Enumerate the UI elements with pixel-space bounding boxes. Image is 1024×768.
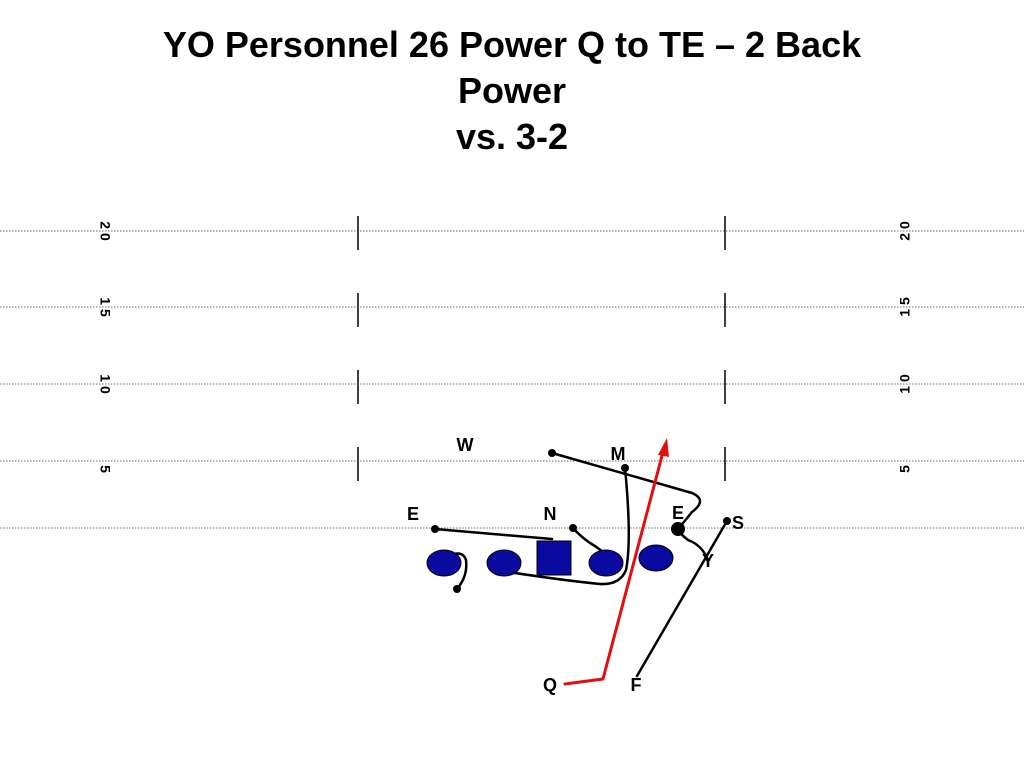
- blocking-lines: [433, 451, 729, 678]
- block-dot: [569, 524, 577, 532]
- guard-block-line: [500, 466, 631, 586]
- block-dot: [723, 517, 731, 525]
- label-y: Y: [702, 551, 714, 571]
- block-dot: [548, 449, 556, 457]
- block-dots: [431, 449, 731, 593]
- left-guard: [486, 549, 522, 577]
- qb-route: [563, 450, 665, 686]
- lg-block-line: [433, 527, 554, 541]
- yard-number-20-right: 2 0: [897, 221, 913, 241]
- right-tackle: [638, 544, 674, 572]
- title-line-3: vs. 3-2: [455, 116, 569, 157]
- yard-lines: [0, 230, 1024, 529]
- yard-numbers-right: 2 0 1 5 1 0 5: [897, 221, 913, 473]
- yard-number-5-right: 5: [897, 465, 913, 473]
- qb-route-line: [563, 450, 665, 686]
- title-line-2: Power: [457, 70, 567, 111]
- yard-numbers-left: 2 0 1 5 1 0 5: [97, 221, 113, 473]
- block-dot: [621, 464, 629, 472]
- label-e-right: E: [672, 503, 684, 523]
- hash-marks: [357, 216, 726, 481]
- label-n: N: [544, 504, 557, 524]
- offense-labels: Y Q F: [543, 551, 714, 695]
- label-m: M: [611, 444, 626, 464]
- yard-number-5-left: 5: [97, 465, 113, 473]
- defense-labels: W M E N E S: [407, 435, 744, 533]
- yard-number-20-left: 2 0: [97, 221, 113, 241]
- yard-number-15-right: 1 5: [897, 297, 913, 317]
- yard-number-10-right: 1 0: [897, 374, 913, 394]
- play-title: YO Personnel 26 Power Q to TE – 2 Back P…: [0, 22, 1024, 160]
- yard-number-15-left: 1 5: [97, 297, 113, 317]
- label-f: F: [631, 675, 642, 695]
- label-q: Q: [543, 675, 557, 695]
- center: [536, 540, 572, 576]
- title-line-1: YO Personnel 26 Power Q to TE – 2 Back: [162, 24, 862, 65]
- right-guard: [588, 549, 624, 577]
- yard-number-10-left: 1 0: [97, 374, 113, 394]
- ball-dot: [671, 522, 685, 536]
- f-block-line: [635, 519, 729, 678]
- block-dot: [431, 525, 439, 533]
- block-dot: [453, 585, 461, 593]
- qb-route-arrow: [658, 438, 669, 457]
- left-tackle: [426, 549, 462, 577]
- offensive-line: [426, 540, 674, 577]
- label-s: S: [732, 513, 744, 533]
- label-e-left: E: [407, 504, 419, 524]
- label-w: W: [457, 435, 474, 455]
